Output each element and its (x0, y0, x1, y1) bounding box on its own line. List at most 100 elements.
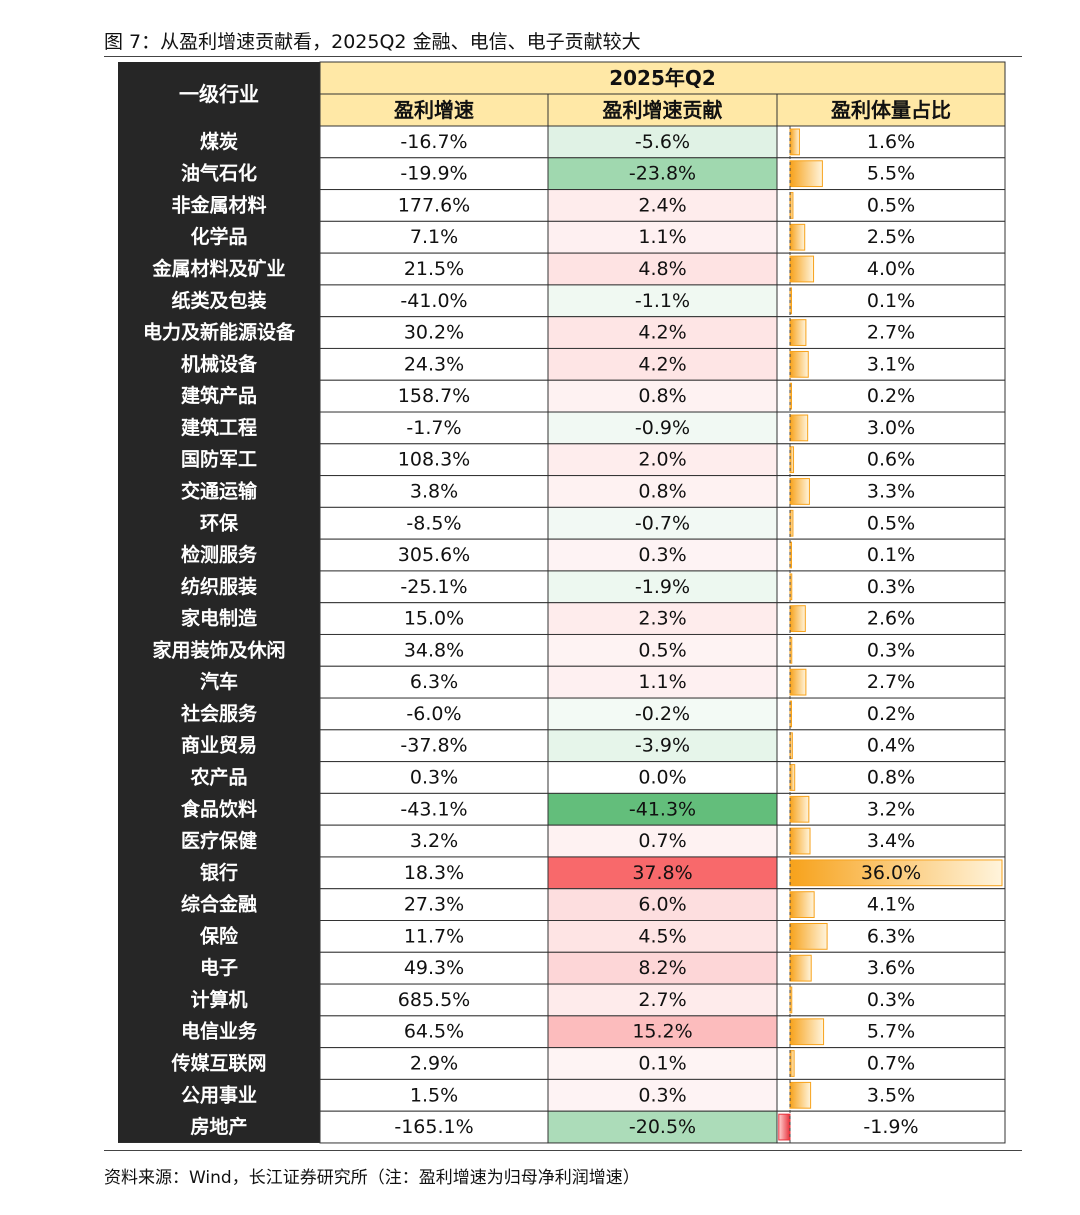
share-bar (789, 414, 809, 442)
growth-value: -1.7% (406, 417, 461, 439)
figure-title: 图 7：从盈利增速贡献看，2025Q2 金融、电信、电子贡献较大 (104, 31, 641, 53)
growth-value: 15.0% (404, 608, 464, 630)
contribution-cell (547, 888, 778, 921)
contribution-value: 1.1% (638, 671, 686, 693)
share-cell (776, 220, 1006, 254)
share-bar (789, 859, 1003, 887)
share-value: 36.0% (861, 862, 921, 884)
growth-value: -41.0% (400, 290, 467, 312)
contribution-cell (547, 570, 778, 604)
contribution-value: -3.9% (635, 735, 690, 757)
growth-cell (319, 920, 549, 953)
industry-label: 机械设备 (181, 352, 258, 375)
contribution-cell (547, 983, 778, 1017)
share-cell (776, 316, 1006, 349)
share-bar (789, 605, 806, 632)
industry-label: 国防军工 (181, 448, 257, 471)
contribution-value: -23.8% (629, 163, 696, 185)
industry-label: 家用装饰及休闲 (152, 638, 285, 661)
contribution-value: -1.1% (635, 290, 690, 312)
growth-cell (319, 729, 549, 763)
share-value: 2.5% (867, 226, 915, 248)
share-value: 3.2% (867, 798, 915, 820)
growth-value: -43.1% (400, 798, 467, 820)
share-bar (789, 541, 792, 569)
share-cell (776, 1047, 1006, 1080)
share-bar (789, 923, 828, 950)
contribution-cell (547, 347, 778, 381)
contribution-cell (547, 411, 778, 445)
industry-label: 传媒互联网 (170, 1052, 266, 1075)
share-value: 2.6% (867, 608, 915, 630)
industry-label: 油气石化 (181, 162, 257, 185)
growth-value: 108.3% (398, 449, 470, 471)
growth-value: -8.5% (406, 512, 461, 534)
share-cell (776, 824, 1006, 858)
share-value: 6.3% (867, 925, 915, 947)
share-bar-negative (778, 1113, 791, 1141)
contribution-cell (547, 602, 778, 635)
contribution-value: 8.2% (638, 957, 686, 979)
share-value: 0.3% (867, 989, 915, 1011)
contribution-value: 2.7% (638, 989, 686, 1011)
growth-value: -16.7% (400, 131, 467, 153)
industry-label: 电信业务 (181, 1020, 258, 1043)
contribution-cell (547, 443, 778, 477)
growth-value: 158.7% (398, 385, 470, 407)
share-value: 0.2% (867, 385, 915, 407)
share-value: 3.5% (867, 1084, 915, 1106)
row-header-label: 一级行业 (179, 82, 259, 106)
contribution-value: 4.2% (638, 353, 686, 375)
share-value: 0.3% (867, 639, 915, 661)
share-bar (789, 1081, 812, 1109)
contribution-value: 0.1% (638, 1053, 686, 1075)
contribution-value: 37.8% (632, 862, 692, 884)
share-bar (789, 223, 806, 251)
growth-value: 30.2% (404, 322, 464, 344)
industry-label: 综合金融 (181, 893, 257, 916)
column-header-share: 盈利体量占比 (830, 98, 951, 122)
share-bar (789, 954, 812, 982)
share-value: 0.2% (867, 703, 915, 725)
source-note: 资料来源：Wind，长江证券研究所（注：盈利增速为归母净利润增速） (104, 1168, 640, 1188)
share-cell (776, 983, 1006, 1017)
share-value: 4.0% (867, 258, 915, 280)
contribution-cell (547, 125, 778, 159)
bottom-rule (104, 1150, 1022, 1151)
growth-value: 0.3% (410, 766, 458, 788)
industry-column-bg (118, 62, 320, 1143)
industry-label: 食品饮料 (181, 797, 257, 820)
contribution-value: -1.9% (635, 576, 690, 598)
growth-cell (319, 316, 549, 349)
share-bar (789, 1018, 825, 1046)
contribution-value: -0.7% (635, 512, 690, 534)
share-bar (789, 350, 809, 378)
growth-value: 49.3% (404, 957, 464, 979)
industry-label: 商业贸易 (181, 734, 257, 757)
contribution-value: -41.3% (629, 798, 696, 820)
growth-value: 177.6% (398, 194, 470, 216)
share-value: 5.5% (867, 163, 915, 185)
contribution-cell (547, 856, 778, 890)
growth-cell (319, 1110, 549, 1144)
growth-value: 7.1% (410, 226, 458, 248)
contribution-value: 0.3% (638, 544, 686, 566)
column-header-cell (319, 93, 549, 127)
industry-label: 医疗保健 (181, 829, 257, 852)
growth-cell (319, 538, 549, 572)
growth-value: 305.6% (398, 544, 470, 566)
industry-label: 电子 (200, 956, 238, 979)
industry-label: 环保 (200, 511, 239, 534)
share-cell (776, 252, 1006, 286)
contribution-value: -0.2% (635, 703, 690, 725)
share-bar (789, 764, 796, 791)
share-bar (789, 891, 815, 918)
growth-cell (319, 379, 549, 413)
share-value: 0.6% (867, 449, 915, 471)
share-bar (789, 986, 793, 1014)
share-cell (776, 1078, 1006, 1112)
share-value: 2.7% (867, 322, 915, 344)
top-rule (104, 56, 1022, 57)
share-cell (776, 633, 1006, 667)
contribution-value: 4.2% (638, 322, 686, 344)
